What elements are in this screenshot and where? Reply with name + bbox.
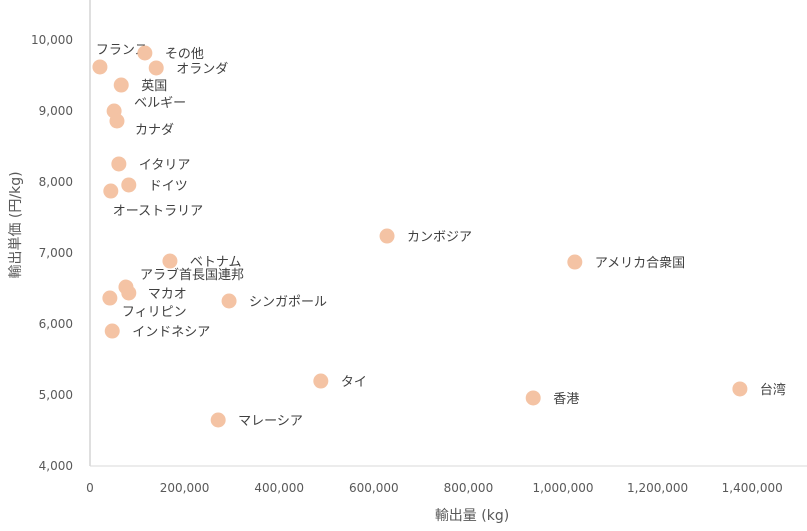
- y-tick-label: 7,000: [39, 246, 73, 260]
- data-label: イタリア: [139, 158, 190, 173]
- data-label: カンボジア: [407, 230, 472, 245]
- data-point: [732, 381, 748, 397]
- data-point: [221, 293, 237, 309]
- data-label: フィリピン: [122, 305, 187, 320]
- data-point: [210, 412, 226, 428]
- data-label: ドイツ: [149, 179, 188, 194]
- x-tick-label: 600,000: [349, 481, 399, 495]
- y-ticks: 4,000 5,000 6,000 7,000 8,000 9,000 10,000: [31, 33, 73, 473]
- data-point: [379, 228, 395, 244]
- x-tick-label: 800,000: [444, 481, 494, 495]
- data-label: ベトナム: [190, 255, 242, 270]
- y-tick-label: 4,000: [39, 459, 73, 473]
- y-tick-label: 9,000: [39, 104, 73, 118]
- data-point: [103, 183, 119, 199]
- data-label: オランダ: [176, 62, 228, 77]
- data-label: 英国: [141, 79, 167, 94]
- data-label: 台湾: [760, 382, 786, 398]
- y-tick-label: 10,000: [31, 33, 73, 47]
- data-label: タイ: [341, 375, 367, 390]
- x-tick-label: 1,400,000: [722, 481, 783, 495]
- data-point: [109, 113, 125, 129]
- data-point: [567, 254, 583, 270]
- data-label: シンガポール: [249, 295, 327, 310]
- data-label: アメリカ合衆国: [595, 255, 685, 271]
- data-point: [92, 59, 108, 75]
- data-point: [121, 285, 137, 301]
- data-label: マカオ: [148, 287, 187, 302]
- data-point: [137, 45, 153, 61]
- y-axis-title: 輸出単価 (円/kg): [8, 171, 24, 278]
- data-point: [121, 177, 137, 193]
- data-point: [104, 323, 120, 339]
- x-axis-title: 輸出量 (kg): [435, 508, 509, 524]
- x-tick-label: 400,000: [254, 481, 304, 495]
- data-label: オーストラリア: [113, 204, 203, 219]
- data-label: その他: [165, 47, 204, 62]
- y-tick-label: 6,000: [39, 317, 73, 331]
- data-point: [148, 60, 164, 76]
- y-tick-label: 8,000: [39, 175, 73, 189]
- x-tick-label: 1,000,000: [532, 481, 593, 495]
- data-label: フランス: [96, 43, 148, 58]
- x-tick-label: 0: [86, 481, 94, 495]
- x-tick-label: 1,200,000: [627, 481, 688, 495]
- data-label: カナダ: [135, 123, 174, 138]
- data-label: アラブ首長国連邦: [140, 267, 244, 283]
- data-label: ベルギー: [134, 96, 186, 111]
- y-tick-label: 5,000: [39, 388, 73, 402]
- data-point: [102, 290, 118, 306]
- data-label: マレーシア: [238, 414, 303, 429]
- x-ticks: 0 200,000 400,000 600,000 800,000 1,000,000 1,…: [86, 481, 783, 495]
- data-point: [525, 390, 541, 406]
- x-tick-label: 200,000: [160, 481, 210, 495]
- data-point: [313, 373, 329, 389]
- data-label: インドネシア: [132, 325, 210, 340]
- data-label: 香港: [553, 392, 579, 407]
- data-point: [111, 156, 127, 172]
- data-point: [162, 253, 178, 269]
- data-point: [113, 77, 129, 93]
- data-points: フランス その他オランダ英国ベルギーカナダイタリアドイツオーストラリアカンボジアベ…: [92, 43, 786, 429]
